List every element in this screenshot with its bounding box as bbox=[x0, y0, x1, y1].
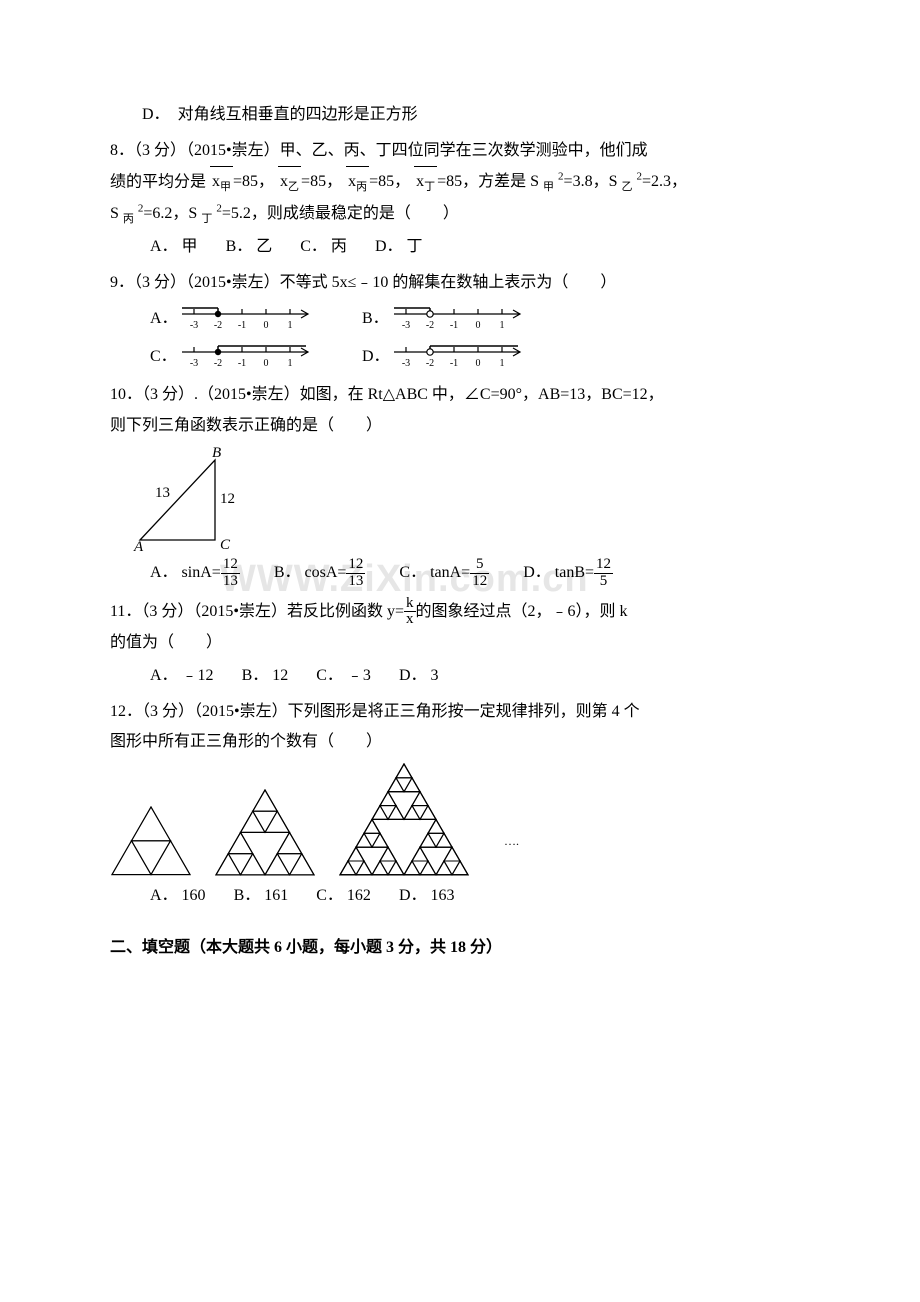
svg-text:-1: -1 bbox=[238, 320, 246, 331]
q8-line3: S 丙 2=6.2，S 丁 2=5.2，则成绩最稳定的是（ ） bbox=[110, 198, 810, 229]
svg-text:-2: -2 bbox=[426, 358, 434, 369]
q11-stem-line2: 的值为（ ） bbox=[110, 628, 810, 658]
triangle-fractal-level3 bbox=[338, 762, 470, 877]
q9-option-label: A． bbox=[150, 304, 176, 334]
q12-option: D． 163 bbox=[399, 881, 455, 911]
q11-option: A． ﹣12 bbox=[150, 661, 214, 691]
triangle-fractal-level1 bbox=[110, 805, 192, 877]
q8-line2-pre: 绩的平均分是 bbox=[110, 173, 206, 190]
svg-text:0: 0 bbox=[476, 358, 481, 369]
q11-frac: kx bbox=[404, 596, 416, 629]
q12-options: A． 160 B． 161 C． 162 D． 163 bbox=[110, 881, 810, 911]
q10: 10．（3 分）.（2015•崇左）如图，在 Rt△ABC 中，∠C=90°，A… bbox=[110, 380, 810, 589]
q10-figure: A B C 13 12 bbox=[120, 445, 810, 555]
svg-text:-2: -2 bbox=[426, 320, 434, 331]
q8-options: A． 甲 B． 乙 C． 丙 D． 丁 bbox=[110, 232, 810, 262]
q12-option: B． 161 bbox=[234, 881, 289, 911]
q11-frac-den: x bbox=[404, 612, 416, 628]
q12-ellipsis: …. bbox=[504, 834, 519, 848]
numberline-icon: -3 -2 -1 0 1 bbox=[388, 340, 538, 374]
q11: 11．（3 分）（2015•崇左）若反比例函数 y=kx的图象经过点（2，﹣6）… bbox=[110, 596, 810, 691]
svg-text:-3: -3 bbox=[190, 358, 198, 369]
triangle-fractal-level2 bbox=[214, 788, 316, 877]
svg-text:-1: -1 bbox=[450, 320, 458, 331]
q11-options: A． ﹣12 B． 12 C． ﹣3 D． 3 bbox=[110, 661, 810, 691]
numberline-icon: -3 -2 -1 0 1 bbox=[388, 302, 538, 336]
svg-text:1: 1 bbox=[500, 358, 505, 369]
q12: 12．（3 分）（2015•崇左）下列图形是将正三角形按一定规律排列，则第 4 … bbox=[110, 697, 810, 911]
q8-option: D． 丁 bbox=[375, 232, 423, 262]
q10-option: D． tanB=125 bbox=[523, 557, 613, 590]
q7-optD-text: 对角线互相垂直的四边形是正方形 bbox=[178, 106, 418, 123]
vertex-C: C bbox=[220, 537, 231, 553]
q11-stem-line1: 11．（3 分）（2015•崇左）若反比例函数 y=kx的图象经过点（2，﹣6）… bbox=[110, 596, 810, 629]
svg-text:-3: -3 bbox=[402, 320, 410, 331]
q8-line1: 8．（3 分）（2015•崇左）甲、乙、丙、丁四位同学在三次数学测验中，他们成 bbox=[110, 136, 810, 166]
q8-option: B． 乙 bbox=[226, 232, 273, 262]
svg-text:0: 0 bbox=[476, 320, 481, 331]
q12-option: A． 160 bbox=[150, 881, 206, 911]
section-2-heading: 二、填空题（本大题共 6 小题，每小题 3 分，共 18 分） bbox=[110, 933, 810, 963]
q11-option: B． 12 bbox=[242, 661, 289, 691]
q8-option: A． 甲 bbox=[150, 232, 198, 262]
q10-option: C． tanA=512 bbox=[399, 557, 489, 590]
numberline-icon: -3 -2 -1 0 1 bbox=[176, 302, 326, 336]
q10-stem1: 10．（3 分）.（2015•崇左）如图，在 Rt△ABC 中，∠C=90°，A… bbox=[110, 380, 810, 410]
q12-option: C． 162 bbox=[316, 881, 371, 911]
q9-stem: 9．（3 分）（2015•崇左）不等式 5x≤﹣10 的解集在数轴上表示为（ ） bbox=[110, 268, 810, 298]
q10-stem2: 则下列三角函数表示正确的是（ ） bbox=[110, 411, 810, 441]
svg-text:0: 0 bbox=[264, 358, 269, 369]
right-triangle-figure: A B C 13 12 bbox=[120, 445, 260, 555]
svg-text:-2: -2 bbox=[214, 320, 222, 331]
q12-stem2: 图形中所有正三角形的个数有（ ） bbox=[110, 727, 810, 757]
q12-figures: …. bbox=[110, 762, 810, 877]
vertex-B: B bbox=[212, 445, 221, 461]
svg-text:-1: -1 bbox=[450, 358, 458, 369]
q9-options: A． -3 -2 -1 0 1 B． -3 -2 -1 0 1 C． -3 -2 -1 0 1 D． -3 -2 -1 0… bbox=[110, 302, 810, 374]
q10-options: A． sinA=1213 B． cosA=1213 C． tanA=512 D． ta… bbox=[110, 557, 810, 590]
q8-line2: 绩的平均分是 x甲=85， x乙=85， x丙=85， x丁=85，方差是 S … bbox=[110, 167, 810, 198]
xbar-甲: x甲 bbox=[210, 167, 233, 198]
side-BC-label: 12 bbox=[220, 491, 235, 507]
q8: 8．（3 分）（2015•崇左）甲、乙、丙、丁四位同学在三次数学测验中，他们成 … bbox=[110, 136, 810, 262]
svg-text:-2: -2 bbox=[214, 358, 222, 369]
svg-text:0: 0 bbox=[264, 320, 269, 331]
q9: 9．（3 分）（2015•崇左）不等式 5x≤﹣10 的解集在数轴上表示为（ ）… bbox=[110, 268, 810, 374]
q11-pre: 11．（3 分）（2015•崇左）若反比例函数 y= bbox=[110, 603, 404, 620]
svg-text:-3: -3 bbox=[402, 358, 410, 369]
svg-text:-1: -1 bbox=[238, 358, 246, 369]
q12-stem1: 12．（3 分）（2015•崇左）下列图形是将正三角形按一定规律排列，则第 4 … bbox=[110, 697, 810, 727]
q9-option-label: B． bbox=[362, 304, 388, 334]
q11-option: D． 3 bbox=[399, 661, 439, 691]
q11-post: 的图象经过点（2，﹣6），则 k bbox=[416, 603, 628, 620]
xbar-丁: x丁 bbox=[414, 167, 437, 198]
svg-text:1: 1 bbox=[288, 358, 293, 369]
vertex-A: A bbox=[133, 539, 144, 555]
q10-option: A． sinA=1213 bbox=[150, 557, 240, 590]
q11-option: C． ﹣3 bbox=[316, 661, 371, 691]
q9-option-label: D． bbox=[362, 342, 388, 372]
q11-frac-num: k bbox=[404, 596, 416, 613]
svg-text:1: 1 bbox=[500, 320, 505, 331]
numberline-icon: -3 -2 -1 0 1 bbox=[176, 340, 326, 374]
side-AB-label: 13 bbox=[155, 485, 170, 501]
xbar-乙: x乙 bbox=[278, 167, 301, 198]
q8-option: C． 丙 bbox=[300, 232, 347, 262]
svg-text:-3: -3 bbox=[190, 320, 198, 331]
q10-option: B． cosA=1213 bbox=[274, 557, 366, 590]
q7-option-d: D． 对角线互相垂直的四边形是正方形 bbox=[110, 100, 810, 130]
q7-optD-label: D． bbox=[142, 106, 170, 123]
xbar-丙: x丙 bbox=[346, 167, 369, 198]
q9-option-label: C． bbox=[150, 342, 176, 372]
svg-text:1: 1 bbox=[288, 320, 293, 331]
